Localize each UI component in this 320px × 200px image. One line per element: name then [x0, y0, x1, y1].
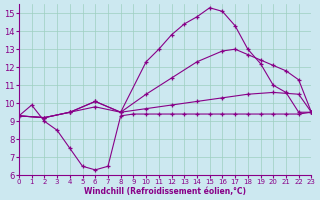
- X-axis label: Windchill (Refroidissement éolien,°C): Windchill (Refroidissement éolien,°C): [84, 187, 246, 196]
